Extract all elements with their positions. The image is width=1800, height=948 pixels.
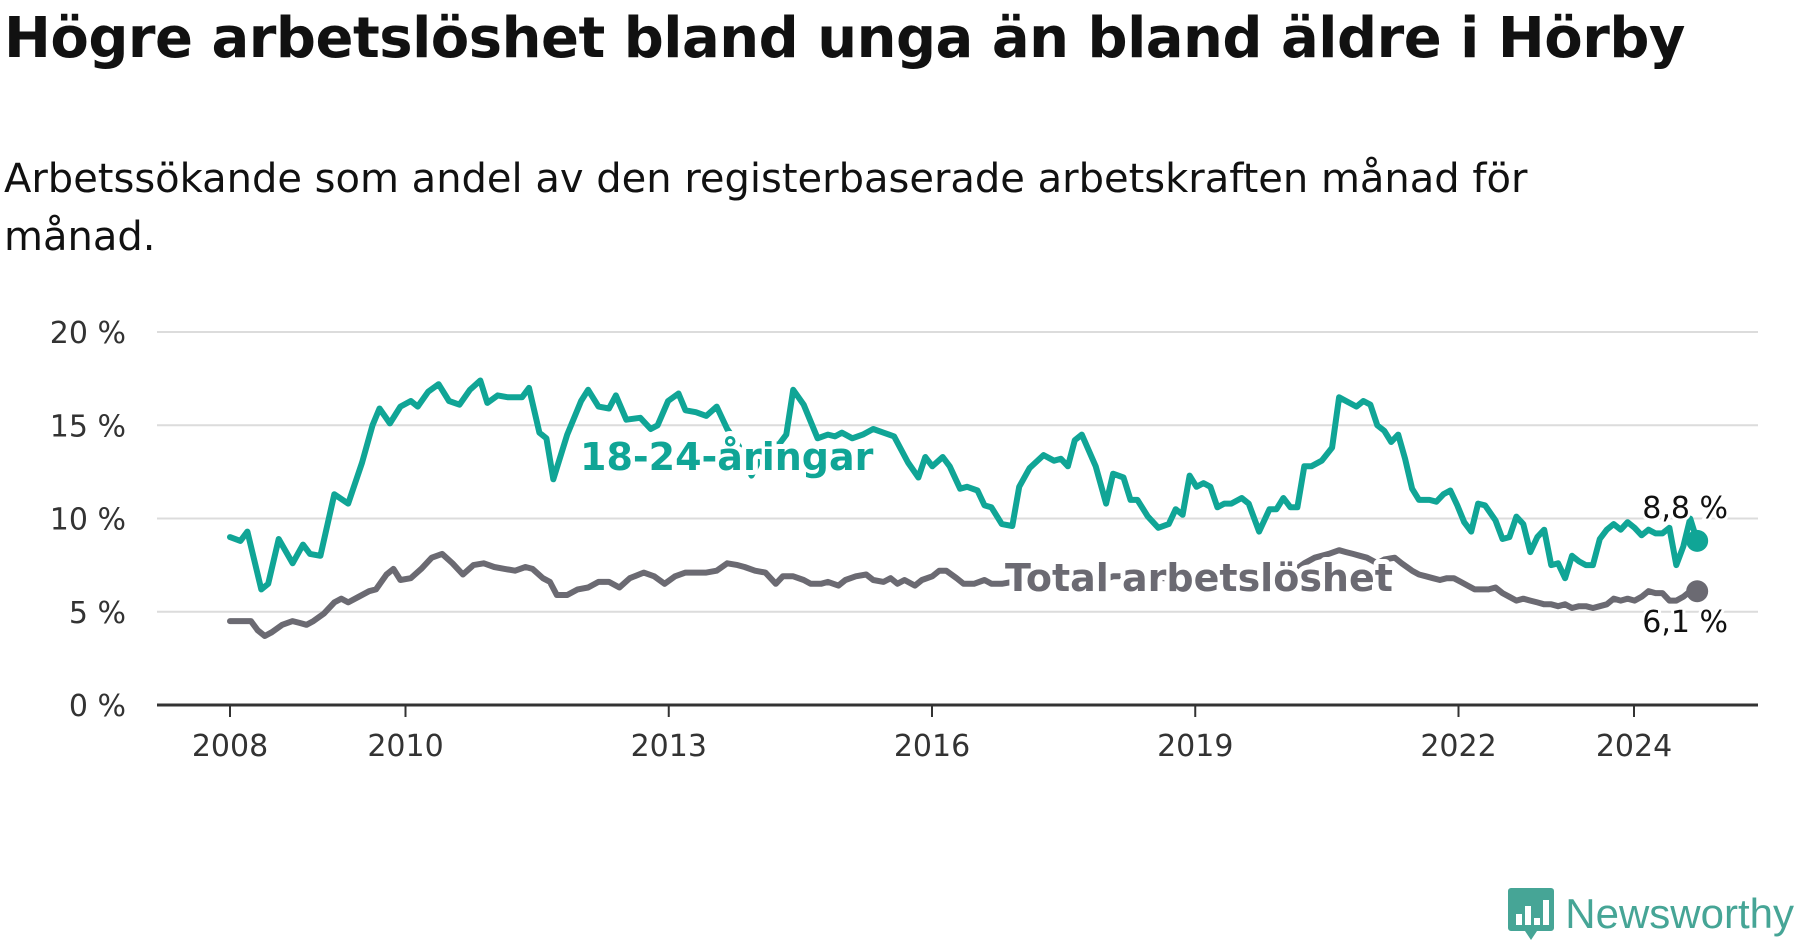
y-tick-label: 5 % [69,596,126,631]
brand-name: Newsworthy [1565,890,1794,937]
series-lines [227,377,1709,639]
x-tick-label: 2019 [1157,729,1233,764]
youth-series-label: 18-24-åringar [580,435,874,479]
y-tick-label: 20 % [50,316,126,351]
newsworthy-brand: Newsworthy [1507,886,1794,942]
x-axis: 2008 2010 2013 2016 2019 2022 2024 [157,703,1758,764]
youth-series-line [227,377,1701,593]
x-tick-label: 2008 [192,729,268,764]
total-series-line [227,547,1701,639]
newsworthy-logo-icon [1508,888,1555,940]
x-tick-label: 2022 [1420,729,1496,764]
total-series-label: Total arbetslöshet [1005,556,1393,600]
total-end-marker [1686,580,1709,603]
series-labels: 18-24-åringar Total arbetslöshet 8,8 % 6,1 … [575,430,1731,643]
y-tick-label: 10 % [50,503,126,538]
x-tick-label: 2013 [631,729,707,764]
total-end-value-label: 6,1 % [1642,605,1728,640]
x-tick-label: 2024 [1596,729,1672,764]
youth-end-marker [1686,529,1709,552]
chart-title: Högre arbetslöshet bland unga än bland ä… [4,6,1685,71]
youth-end-value-label: 8,8 % [1642,491,1728,526]
x-tick-label: 2010 [367,729,443,764]
gridlines [157,331,1758,613]
x-tick-label: 2016 [894,729,970,764]
y-axis-ticks: 0 % 5 % 10 % 15 % 20 % [50,316,126,724]
y-tick-label: 15 % [50,409,126,444]
chart-subtitle: Arbetssökande som andel av den registerb… [4,156,1528,260]
y-tick-label: 0 % [69,689,126,724]
